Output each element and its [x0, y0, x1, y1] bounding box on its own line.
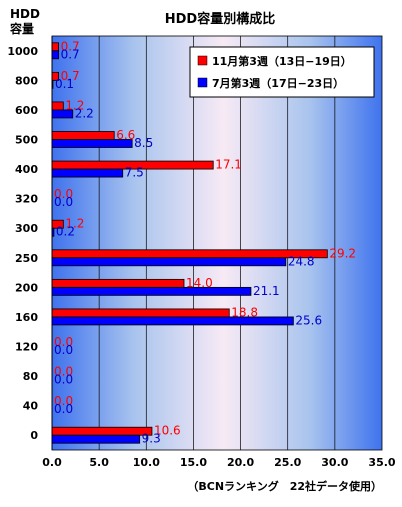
chart-title: HDD容量別構成比	[165, 11, 275, 27]
category-label: 1000	[7, 45, 38, 58]
bar-november	[51, 249, 328, 259]
value-label-july: 0.1	[55, 77, 74, 91]
category-label: 0	[30, 429, 38, 442]
value-label-november: 14.0	[186, 276, 213, 290]
bar-july	[51, 50, 59, 60]
plot-area-border	[51, 35, 383, 451]
bar-november	[51, 131, 115, 140]
bar-november	[51, 426, 153, 436]
category-label: 160	[15, 311, 38, 324]
value-label-july: 0.7	[61, 47, 80, 61]
category-label: 400	[15, 163, 38, 176]
source-note: （BCNランキング 22社データ使用）	[187, 479, 382, 493]
legend-swatch-november	[197, 55, 208, 66]
category-label: 300	[15, 222, 38, 235]
plot-area-background	[52, 36, 382, 450]
value-label-november: 0.0	[54, 335, 73, 349]
bar-november	[51, 278, 185, 288]
value-label-november: 18.8	[231, 305, 258, 319]
category-label: 600	[15, 104, 38, 117]
category-label: 250	[15, 252, 38, 265]
category-label: 120	[15, 341, 38, 354]
value-label-november: 17.1	[215, 158, 242, 172]
category-label: 320	[15, 193, 38, 206]
value-label-november: 0.7	[61, 69, 80, 83]
value-label-july: 7.5	[125, 166, 144, 180]
bar-series	[51, 42, 328, 444]
legend-swatch-july	[197, 77, 208, 88]
x-tick-label: 15.0	[180, 456, 207, 469]
value-label-november: 1.2	[65, 98, 84, 112]
bar-november	[51, 308, 230, 318]
value-label-july: 2.2	[75, 106, 94, 120]
legend-label-november: 11月第3週（13日−19日）	[212, 54, 352, 68]
y-axis-label-line: 容量	[9, 21, 34, 36]
value-label-july: 0.0	[54, 402, 73, 416]
x-tick-label: 30.0	[321, 456, 348, 469]
value-label-november: 0.0	[54, 365, 73, 379]
value-label-july: 21.1	[253, 284, 280, 298]
value-label-july: 9.3	[142, 432, 161, 446]
category-label: 500	[15, 134, 38, 147]
value-label-november: 1.2	[65, 217, 84, 231]
x-tick-label: 0.0	[42, 456, 62, 469]
value-label-july: 24.8	[288, 254, 315, 268]
x-axis-tick-labels: 0.0 5.0 10.0 15.0 20.0 25.0 30.0 35.0	[42, 456, 396, 469]
value-label-november: 0.0	[54, 187, 73, 201]
value-label-july: 0.0	[54, 195, 73, 209]
value-label-july: 0.0	[54, 373, 73, 387]
category-label: 40	[23, 400, 39, 413]
y-axis-label: HDD 容量	[9, 7, 40, 36]
x-tick-label: 35.0	[368, 456, 395, 469]
x-tick-label: 20.0	[227, 456, 254, 469]
data-labels: 0.70.70.70.11.22.26.68.517.17.50.00.01.2…	[54, 39, 356, 445]
category-label: 200	[15, 281, 38, 294]
bar-july	[51, 434, 141, 444]
legend: 11月第3週（13日−19日） 7月第3週（17日−23日）	[189, 46, 375, 98]
value-label-july: 0.0	[54, 343, 73, 357]
value-label-november: 6.6	[116, 128, 135, 142]
value-label-july: 25.6	[295, 313, 322, 327]
value-label-november: 0.7	[61, 39, 80, 53]
bar-july	[51, 286, 252, 296]
value-label-july: 0.2	[56, 225, 75, 239]
bar-november	[51, 42, 59, 52]
x-tick-label: 25.0	[274, 456, 301, 469]
value-label-november: 0.0	[54, 394, 73, 408]
vertical-gridlines	[98, 36, 336, 450]
category-label: 80	[23, 370, 39, 383]
bar-november	[51, 101, 64, 111]
legend-label-july: 7月第3週（17日−23日）	[212, 76, 344, 90]
x-tick-label: 10.0	[133, 456, 160, 469]
x-tick-label: 5.0	[89, 456, 109, 469]
value-label-november: 29.2	[329, 246, 356, 260]
bar-july	[51, 257, 287, 267]
legend-box	[189, 46, 375, 98]
value-label-july: 8.5	[134, 136, 153, 150]
y-axis-label-line: HDD	[10, 7, 40, 21]
value-label-november: 10.6	[154, 424, 181, 438]
bar-july	[51, 168, 124, 178]
category-label: 800	[15, 74, 38, 87]
